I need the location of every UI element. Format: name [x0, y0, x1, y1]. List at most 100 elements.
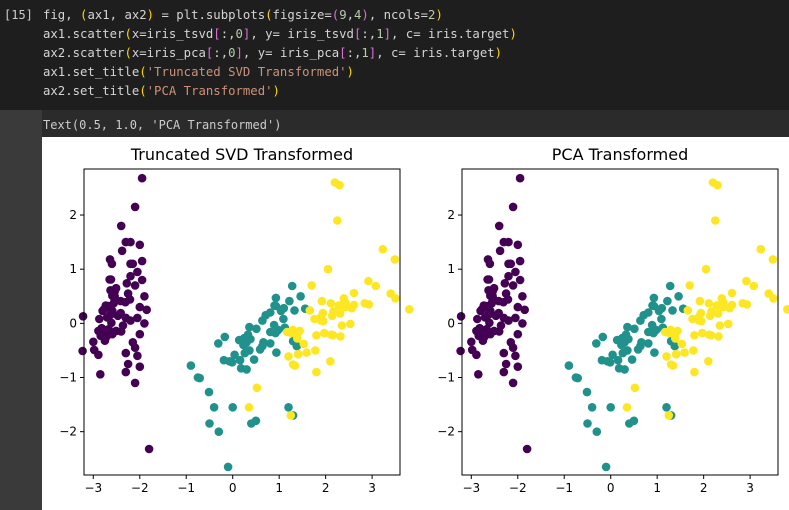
chart-title: PCA Transformed — [552, 145, 688, 164]
scatter-point — [623, 346, 632, 355]
code-token: ) — [272, 84, 280, 98]
matplotlib-figure: Truncated SVD Transformed −3 −2 −1 0 1 2 3 −2 −1 0… — [42, 137, 789, 510]
code-token: [ — [339, 46, 347, 60]
scatter-point — [511, 267, 520, 277]
code-token: 2 — [428, 8, 436, 22]
scatter-point — [725, 303, 734, 313]
scatter-point — [482, 325, 491, 334]
scatter-point — [252, 383, 262, 393]
scatter-point — [749, 281, 759, 291]
scatter-point — [123, 359, 133, 369]
scatter-point — [518, 292, 527, 301]
y-tick-label: −2 — [59, 425, 77, 439]
scatter-point — [717, 297, 727, 306]
scatter-point — [690, 367, 699, 377]
scatter-point — [299, 339, 309, 349]
scatter-point — [116, 221, 126, 231]
scatter-point — [295, 326, 304, 336]
code-line[interactable]: ax2.set_title('PCA Transformed') — [43, 82, 517, 101]
scatter-point — [756, 244, 766, 254]
scatter-point — [97, 323, 106, 333]
code-token: ax2.set_title — [43, 84, 140, 98]
scatter-point — [122, 279, 132, 288]
code-cell-input[interactable]: [15] fig, (ax1, ax2) = plt.subplots(figs… — [0, 0, 789, 110]
scatter-point — [230, 350, 239, 360]
scatter-point — [335, 309, 345, 318]
scatter-point — [680, 348, 689, 357]
scatter-point — [504, 316, 513, 325]
scatter-point — [245, 346, 254, 355]
code-token: ] — [242, 27, 251, 41]
scatter-point — [285, 296, 294, 306]
code-line[interactable]: ax1.set_title('Truncated SVD Transformed… — [43, 63, 517, 82]
scatter-point — [310, 314, 319, 324]
code-token: ( — [331, 8, 340, 22]
scatter-point — [769, 294, 778, 303]
scatter-point — [637, 338, 646, 347]
scatter-point — [339, 297, 349, 306]
x-tick-label: 3 — [746, 481, 754, 495]
code-line[interactable]: ax2.scatter(x=iris_pca[:,0], y= iris_pca… — [43, 44, 517, 63]
scatter-point — [121, 348, 131, 358]
scatter-point — [320, 328, 329, 338]
scatter-point — [364, 276, 373, 286]
scatter-point — [644, 339, 653, 348]
scatter-point — [714, 332, 723, 341]
code-line[interactable]: fig, (ax1, ax2) = plt.subplots(figsize=(… — [43, 6, 517, 25]
scatter-point — [598, 332, 608, 342]
code-token: fig, — [43, 8, 81, 22]
scatter-point — [323, 264, 333, 274]
scatter-point — [378, 244, 388, 254]
scatter-point — [78, 312, 88, 321]
code-token: ] — [235, 46, 243, 60]
x-tick-label: −1 — [177, 481, 195, 495]
scatter-point — [133, 351, 142, 361]
axes-1: Truncated SVD Transformed −3 −2 −1 0 1 2 3 −2 −1 0… — [59, 145, 414, 495]
scatter-point — [713, 309, 723, 318]
code-token: ( — [265, 8, 273, 22]
scatter-point — [488, 287, 498, 296]
scatter-point — [724, 319, 733, 329]
scatter-point — [96, 331, 105, 341]
code-editor[interactable]: fig, (ax1, ax2) = plt.subplots(figsize=(… — [43, 6, 517, 101]
scatter-point — [662, 352, 671, 361]
scatter-point — [302, 348, 311, 357]
scatter-point — [142, 305, 151, 315]
scatter-point — [649, 293, 659, 303]
y-tick-label: −1 — [59, 371, 77, 385]
scatter-point — [706, 331, 716, 340]
scatter-point — [705, 311, 715, 321]
scatter-point — [137, 275, 147, 285]
output-text: Text(0.5, 1.0, 'PCA Transformed') — [43, 118, 282, 132]
scatter-point — [249, 355, 259, 364]
scatter-point — [311, 346, 320, 355]
scatter-point — [135, 329, 145, 339]
scatter-point — [290, 306, 299, 315]
scatter-point — [121, 367, 131, 377]
scatter-point — [204, 387, 214, 397]
code-line[interactable]: ax1.scatter(x=iris_tsvd[:,0], y= iris_ts… — [43, 25, 517, 44]
scatter-point — [564, 361, 574, 370]
code-token: ) — [435, 8, 443, 22]
x-tick-label: 2 — [322, 481, 330, 495]
code-token: 0 — [235, 27, 243, 41]
code-token: ( — [139, 84, 147, 98]
scatter-point — [698, 328, 707, 338]
scatter-point — [214, 427, 224, 437]
scatter-point — [317, 296, 327, 306]
scatter-point — [328, 331, 338, 340]
scatter-point — [704, 357, 713, 366]
scatter-point — [219, 355, 229, 365]
scatter-point — [513, 240, 523, 250]
scatter-point — [258, 316, 267, 325]
scatter-point — [644, 327, 653, 337]
scatter-point — [144, 444, 154, 454]
scatter-point — [613, 355, 623, 365]
scatter-point — [205, 419, 214, 428]
scatter-point — [738, 299, 747, 308]
code-token: , ncols= — [368, 8, 429, 22]
scatter-point — [657, 314, 666, 324]
x-tick-label: 0 — [229, 481, 237, 495]
scatter-point — [768, 255, 778, 264]
scatter-point — [494, 296, 504, 306]
